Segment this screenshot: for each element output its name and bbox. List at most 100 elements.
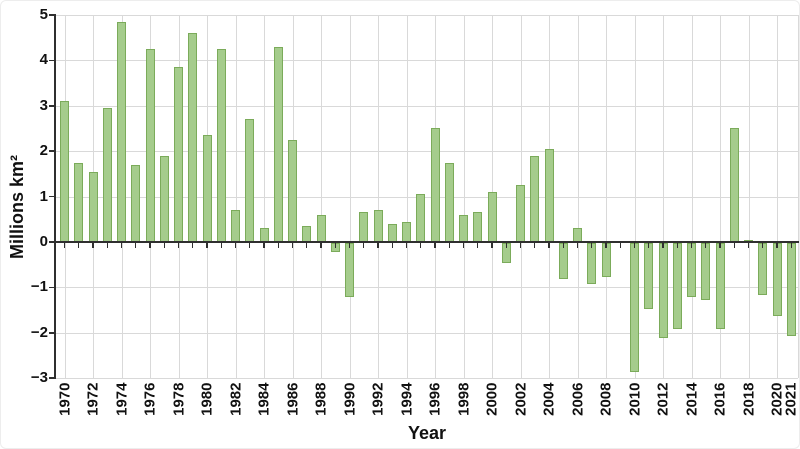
y-tick-label-1: 1 bbox=[39, 187, 48, 205]
v-gridline-2012 bbox=[663, 15, 664, 378]
v-gridline-right-edge bbox=[798, 15, 799, 378]
bar-1976 bbox=[145, 49, 155, 242]
bar-1981 bbox=[216, 49, 226, 242]
bar-1988 bbox=[316, 215, 326, 242]
v-gridline-2016 bbox=[720, 15, 721, 378]
bar-1985 bbox=[273, 47, 283, 242]
x-tick-label-2008: 2008 bbox=[597, 382, 615, 416]
h-gridline-2 bbox=[56, 151, 798, 153]
x-tick-1970 bbox=[63, 243, 66, 248]
bar-2019 bbox=[758, 243, 768, 295]
bar-2010 bbox=[630, 243, 639, 372]
x-tick-label-1972: 1972 bbox=[84, 382, 102, 416]
x-tick-1976 bbox=[149, 243, 151, 248]
x-tick-2011 bbox=[648, 243, 650, 248]
bar-2017 bbox=[729, 128, 739, 242]
y-tick-label--3: −3 bbox=[30, 369, 48, 387]
x-tick-1991 bbox=[363, 243, 365, 248]
h-gridline-3 bbox=[56, 105, 798, 107]
x-tick-1986 bbox=[291, 243, 294, 248]
x-axis-title: Year bbox=[407, 423, 447, 443]
x-tick-1971 bbox=[78, 243, 80, 248]
bar-1973 bbox=[102, 108, 112, 242]
bar-1999 bbox=[473, 212, 483, 242]
x-tick-2006 bbox=[576, 243, 579, 248]
x-tick-2021 bbox=[790, 243, 792, 248]
bar-1998 bbox=[459, 215, 468, 242]
bar-1980 bbox=[202, 135, 212, 242]
bar-2013 bbox=[672, 243, 682, 329]
x-tick-1972 bbox=[92, 243, 94, 248]
y-tick-label-4: 4 bbox=[39, 51, 48, 69]
bar-1974 bbox=[117, 22, 126, 242]
v-gridline-1998 bbox=[463, 15, 465, 378]
x-tick-2008 bbox=[605, 243, 607, 248]
x-tick-2000 bbox=[491, 243, 493, 248]
bar-2021 bbox=[786, 243, 796, 336]
x-tick-label-1976: 1976 bbox=[141, 382, 159, 416]
x-tick-1998 bbox=[462, 243, 465, 248]
x-tick-label-1970: 1970 bbox=[56, 382, 73, 416]
x-tick-1999 bbox=[477, 243, 479, 248]
h-gridline--1 bbox=[56, 287, 798, 289]
v-gridline-2010 bbox=[634, 15, 636, 378]
x-tick-1994 bbox=[405, 243, 408, 248]
x-tick-2001 bbox=[505, 243, 507, 248]
bar-2003 bbox=[530, 156, 540, 242]
x-tick-1995 bbox=[420, 243, 422, 248]
x-tick-2017 bbox=[733, 243, 735, 248]
v-gridline-2020 bbox=[777, 15, 778, 378]
x-tick-2010 bbox=[633, 243, 636, 248]
v-gridline-1990 bbox=[349, 15, 351, 378]
bar-1993 bbox=[387, 224, 397, 242]
x-tick-2009 bbox=[619, 243, 621, 248]
bar-1986 bbox=[288, 140, 297, 242]
bar-1972 bbox=[88, 172, 98, 242]
bar-2000 bbox=[487, 192, 497, 242]
x-tick-1992 bbox=[377, 243, 379, 248]
x-tick-2019 bbox=[762, 243, 764, 248]
x-tick-2012 bbox=[662, 243, 664, 248]
x-tick-1973 bbox=[106, 243, 108, 248]
x-tick-1996 bbox=[434, 243, 436, 248]
bar-2005 bbox=[558, 243, 568, 279]
x-tick-1990 bbox=[348, 243, 351, 248]
v-gridline-2006 bbox=[577, 15, 579, 378]
bar-1982 bbox=[231, 210, 240, 242]
x-tick-label-1974: 1974 bbox=[113, 382, 130, 416]
bar-1997 bbox=[444, 163, 454, 242]
y-tick-label--1: −1 bbox=[30, 278, 48, 296]
x-tick-1989 bbox=[334, 243, 336, 248]
bar-1971 bbox=[74, 163, 84, 242]
x-tick-2020 bbox=[776, 243, 778, 248]
h-gridline-5 bbox=[56, 15, 798, 16]
h-gridline--3 bbox=[56, 378, 798, 380]
x-tick-2007 bbox=[591, 243, 593, 248]
bar-1994 bbox=[402, 222, 411, 242]
bar-1990 bbox=[345, 243, 354, 297]
v-gridline-1992 bbox=[378, 15, 379, 378]
x-tick-2013 bbox=[676, 243, 678, 248]
x-tick-1979 bbox=[192, 243, 194, 248]
bar-2020 bbox=[772, 243, 782, 316]
bar-1991 bbox=[359, 212, 369, 242]
bar-1984 bbox=[259, 228, 269, 242]
x-tick-label-2012: 2012 bbox=[654, 382, 672, 416]
v-gridline-1984 bbox=[264, 15, 265, 378]
x-tick-label-1982: 1982 bbox=[227, 382, 244, 416]
x-axis-zero-line bbox=[55, 241, 799, 243]
x-tick-2002 bbox=[519, 243, 522, 248]
x-tick-1981 bbox=[220, 243, 222, 248]
bar-2007 bbox=[587, 243, 597, 284]
x-tick-2004 bbox=[548, 243, 550, 248]
y-tick-3 bbox=[49, 105, 54, 107]
h-gridline-4 bbox=[56, 60, 798, 62]
v-gridline-1982 bbox=[235, 15, 237, 378]
x-tick-1977 bbox=[163, 243, 165, 248]
bar-1992 bbox=[373, 210, 383, 242]
x-tick-label-1984: 1984 bbox=[255, 382, 273, 416]
x-tick-1997 bbox=[448, 243, 450, 248]
x-tick-2016 bbox=[719, 243, 721, 248]
y-tick-label-3: 3 bbox=[39, 96, 48, 114]
